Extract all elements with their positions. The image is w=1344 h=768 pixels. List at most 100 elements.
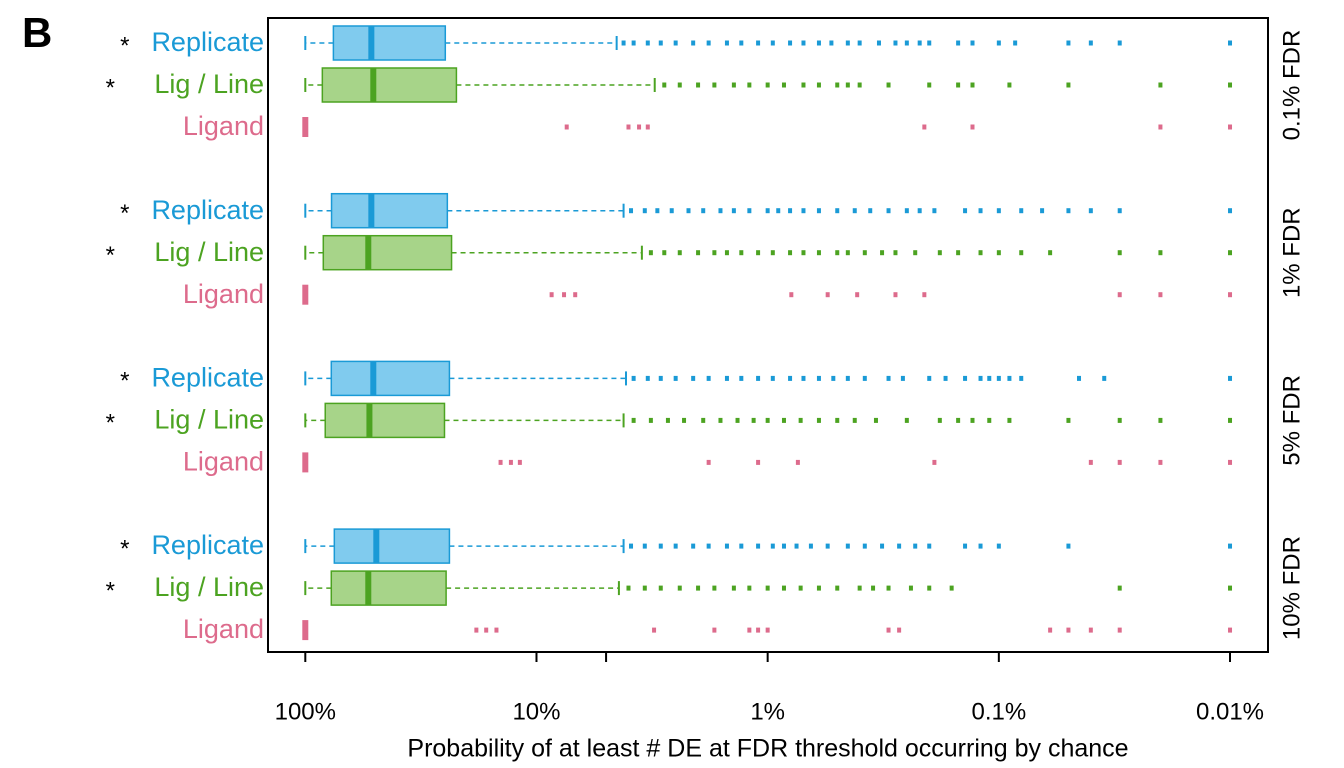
outlier	[871, 585, 876, 591]
outlier	[706, 543, 711, 549]
outlier	[996, 250, 1001, 256]
outlier	[970, 40, 975, 46]
outlier	[1228, 543, 1233, 549]
outlier	[1007, 375, 1012, 381]
outlier	[1019, 250, 1024, 256]
outlier	[508, 459, 513, 465]
outlier	[735, 417, 740, 423]
outlier	[893, 250, 898, 256]
outlier	[816, 417, 821, 423]
outlier	[845, 82, 850, 88]
outlier	[1040, 208, 1045, 214]
outlier	[701, 417, 706, 423]
row-label: Ligand	[183, 279, 264, 309]
outlier	[1228, 40, 1233, 46]
row-label: Replicate	[151, 363, 264, 393]
outlier	[517, 459, 522, 465]
outlier	[801, 82, 806, 88]
outlier	[857, 40, 862, 46]
significance-marker: *	[120, 32, 129, 59]
outlier	[718, 208, 723, 214]
outlier	[835, 417, 840, 423]
outlier	[1228, 417, 1233, 423]
outlier	[927, 82, 932, 88]
outlier	[706, 459, 711, 465]
outlier	[963, 543, 968, 549]
outlier	[798, 417, 803, 423]
outlier	[564, 124, 569, 130]
outlier	[788, 375, 793, 381]
panel-label: 0.1% FDR	[1278, 30, 1305, 141]
outlier	[886, 208, 891, 214]
outlier	[669, 208, 674, 214]
outlier	[549, 292, 554, 298]
outlier	[868, 208, 873, 214]
outlier	[631, 417, 636, 423]
outlier	[701, 208, 706, 214]
outlier	[1228, 208, 1233, 214]
outlier	[816, 40, 821, 46]
outlier	[770, 543, 775, 549]
outlier	[1019, 375, 1024, 381]
outlier	[831, 375, 836, 381]
x-tick-label: 0.1%	[971, 698, 1026, 725]
outlier	[1117, 208, 1122, 214]
outlier	[658, 585, 663, 591]
outlier	[673, 543, 678, 549]
outlier	[1088, 40, 1093, 46]
outlier	[908, 585, 913, 591]
row-label: Ligand	[183, 447, 264, 477]
outlier	[691, 40, 696, 46]
outlier	[747, 208, 752, 214]
outlier	[648, 417, 653, 423]
box	[330, 570, 447, 606]
outlier	[645, 40, 650, 46]
outlier	[897, 543, 902, 549]
outlier	[801, 208, 806, 214]
outlier	[1066, 82, 1071, 88]
outlier	[917, 208, 922, 214]
outlier	[658, 543, 663, 549]
outlier	[696, 250, 701, 256]
outlier	[765, 627, 770, 633]
outlier	[770, 250, 775, 256]
outlier	[852, 208, 857, 214]
outlier	[686, 208, 691, 214]
outlier	[677, 250, 682, 256]
outlier	[996, 543, 1001, 549]
outlier	[1158, 417, 1163, 423]
outlier	[801, 250, 806, 256]
outlier	[562, 292, 567, 298]
outlier	[927, 543, 932, 549]
box	[333, 528, 451, 564]
outlier	[932, 208, 937, 214]
outlier	[677, 585, 682, 591]
outlier	[1228, 82, 1233, 88]
outlier	[816, 82, 821, 88]
outlier	[756, 627, 761, 633]
outlier	[781, 543, 786, 549]
outlier	[724, 40, 729, 46]
outlier	[978, 543, 983, 549]
outlier	[770, 375, 775, 381]
outlier	[862, 543, 867, 549]
outlier	[862, 375, 867, 381]
outlier	[1228, 585, 1233, 591]
outlier	[1088, 459, 1093, 465]
outlier	[835, 82, 840, 88]
outlier	[978, 250, 983, 256]
outlier	[932, 459, 937, 465]
outlier	[1007, 82, 1012, 88]
outlier	[913, 250, 918, 256]
significance-marker: *	[120, 535, 129, 562]
outlier	[629, 543, 634, 549]
outlier	[706, 375, 711, 381]
outlier	[706, 40, 711, 46]
outlier	[880, 543, 885, 549]
x-tick-label: 1%	[750, 698, 785, 725]
outlier	[691, 543, 696, 549]
outlier	[1066, 627, 1071, 633]
outlier	[1077, 375, 1082, 381]
outlier	[798, 585, 803, 591]
outlier	[886, 585, 891, 591]
